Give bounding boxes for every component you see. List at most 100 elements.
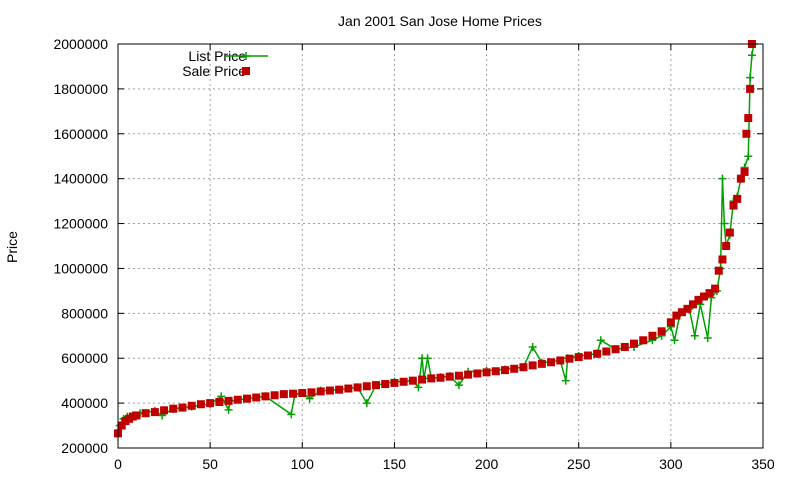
list-price-point — [746, 73, 755, 82]
legend-marker-sale-price — [242, 67, 250, 75]
sale-price-point — [736, 174, 745, 183]
sale-price-point — [694, 295, 703, 304]
sale-price-point — [215, 397, 224, 406]
list-price-point — [454, 381, 463, 390]
data-series — [114, 40, 758, 438]
list-price-point — [414, 383, 423, 392]
sale-price-point — [408, 376, 417, 385]
sale-price-point — [307, 388, 316, 397]
x-tick-label: 50 — [202, 456, 218, 472]
legend: List Price Sale Price — [182, 48, 268, 79]
sale-price-point — [279, 390, 288, 399]
sale-price-point — [705, 289, 714, 298]
sale-price-point — [399, 377, 408, 386]
sale-price-point — [178, 403, 187, 412]
sale-price-point — [556, 356, 565, 365]
sale-price-point — [261, 392, 270, 401]
sale-price-point — [381, 380, 390, 389]
legend-marker-list-price — [242, 52, 250, 60]
sale-price-point — [196, 400, 205, 409]
sale-price-point — [666, 318, 675, 327]
sale-price-point — [718, 255, 727, 264]
sale-price-point — [729, 201, 738, 210]
tick-marks — [117, 43, 764, 449]
sale-price-point — [187, 401, 196, 410]
x-tick-labels: 0 50 100 150 200 250 300 350 — [114, 456, 775, 472]
sale-price-point — [519, 363, 528, 372]
sale-price-point — [372, 381, 380, 390]
list-price-point — [703, 334, 712, 343]
sale-price-point — [611, 345, 620, 354]
sale-price-point — [353, 383, 362, 392]
list-price-point — [528, 343, 537, 351]
y-axis-label: Price — [4, 231, 20, 263]
x-tick-label: 200 — [475, 456, 499, 472]
sale-price-point — [224, 396, 233, 405]
x-tick-label: 300 — [659, 456, 683, 472]
sale-price-point — [593, 349, 602, 358]
sale-price-point — [344, 384, 353, 393]
y-tick-label: 600000 — [61, 350, 108, 366]
sale-price-point — [501, 366, 509, 375]
list-price-point — [596, 336, 605, 345]
y-tick-label: 1200000 — [53, 216, 108, 232]
sale-price-point — [746, 84, 755, 93]
chart-title: Jan 2001 San Jose Home Prices — [338, 13, 542, 29]
y-tick-label: 200000 — [61, 440, 108, 456]
sale-price-point — [725, 228, 734, 237]
sale-price-point — [169, 404, 178, 413]
list-price-point — [224, 405, 233, 414]
sale-price-point — [510, 364, 519, 373]
legend-label-sale-price: Sale Price — [182, 63, 246, 79]
sale-price-point — [141, 409, 150, 418]
sale-price-point — [677, 308, 686, 317]
sale-price-point — [630, 339, 638, 348]
sale-price-point — [160, 406, 169, 415]
x-tick-label: 150 — [383, 456, 407, 472]
y-tick-labels: 200000 400000 600000 800000 1000000 1200000 14… — [53, 36, 108, 456]
sale-price-point — [289, 389, 298, 398]
list-price-line — [117, 43, 755, 433]
list-price-point — [690, 331, 699, 340]
sale-price-point — [537, 359, 546, 368]
list-price-point — [747, 51, 756, 60]
x-tick-label: 250 — [567, 456, 591, 472]
plot-frame — [117, 43, 764, 449]
sale-price-point — [418, 375, 427, 384]
y-tick-label: 1400000 — [53, 171, 108, 187]
sale-price-point — [602, 347, 611, 356]
list-price-point — [287, 410, 296, 419]
list-price-point — [718, 174, 727, 183]
sale-price-point — [700, 292, 709, 301]
sale-price-point — [445, 372, 454, 381]
list-price-point — [720, 219, 729, 228]
sale-price-point — [565, 354, 574, 363]
y-tick-label: 1800000 — [53, 81, 108, 97]
x-tick-label: 100 — [291, 456, 315, 472]
sale-price-point — [740, 167, 749, 176]
sale-price-point — [270, 391, 279, 400]
sale-price-point — [325, 386, 334, 395]
sale-price-point — [620, 343, 629, 351]
list-price-point — [423, 354, 432, 363]
sale-price-point — [117, 421, 126, 430]
sale-price-point — [711, 284, 720, 293]
sale-price-point — [574, 353, 583, 362]
sale-price-point — [427, 374, 436, 383]
y-tick-label: 800000 — [61, 305, 108, 321]
y-tick-label: 2000000 — [53, 36, 108, 52]
list-price-point — [744, 152, 753, 161]
sale-price-point — [482, 368, 491, 377]
sale-price-point — [688, 300, 697, 309]
sale-price-point — [454, 371, 463, 380]
sale-price-point — [547, 358, 556, 367]
sale-price-point — [316, 387, 325, 396]
sale-price-point — [648, 331, 657, 340]
sale-price-point — [657, 327, 666, 336]
sale-price-point — [714, 266, 723, 275]
grid-lines — [118, 44, 763, 448]
sale-price-point — [683, 304, 692, 313]
sale-price-point — [491, 367, 500, 376]
y-tick-label: 400000 — [61, 395, 108, 411]
